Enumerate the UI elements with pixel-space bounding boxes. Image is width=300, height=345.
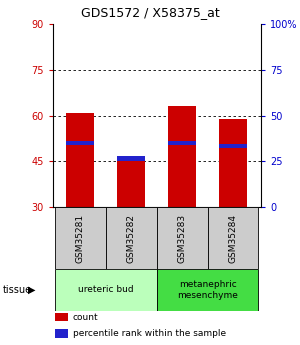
Text: metanephric
mesenchyme: metanephric mesenchyme [177,280,238,299]
Bar [67,141,94,145]
Bar [168,106,196,207]
Text: GSM35284: GSM35284 [229,214,238,263]
Bar [117,156,145,160]
Bar [55,207,106,269]
Text: GSM35282: GSM35282 [127,214,136,263]
Bar [67,112,94,207]
Text: ureteric bud: ureteric bud [78,285,134,294]
Bar [208,207,259,269]
Bar [219,119,247,207]
Bar [55,269,157,310]
Text: GSM35283: GSM35283 [178,214,187,263]
Text: GDS1572 / X58375_at: GDS1572 / X58375_at [81,6,219,19]
Text: percentile rank within the sample: percentile rank within the sample [73,329,226,338]
Bar [168,141,196,145]
Text: tissue: tissue [3,285,32,295]
Bar [157,269,259,310]
Bar [219,144,247,148]
Bar [55,329,68,337]
Text: ▶: ▶ [28,285,35,295]
Bar [55,313,68,322]
Text: count: count [73,313,98,322]
Bar [157,207,208,269]
Text: GSM35281: GSM35281 [76,214,85,263]
Bar [106,207,157,269]
Bar [117,161,145,207]
